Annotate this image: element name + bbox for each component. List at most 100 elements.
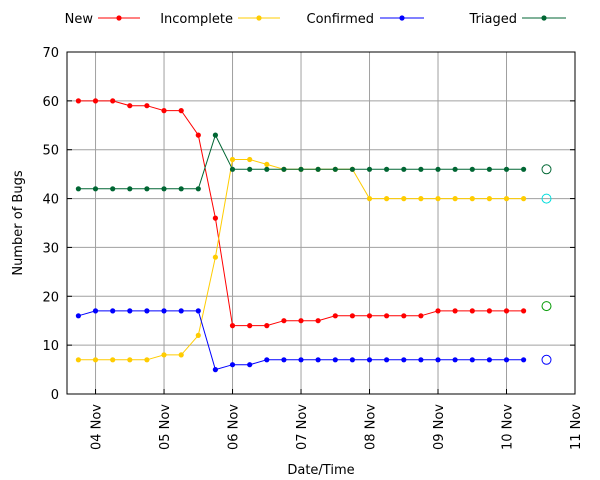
data-point: [298, 166, 304, 172]
data-point: [469, 166, 475, 172]
data-point: [435, 357, 441, 363]
data-point: [384, 166, 390, 172]
data-point: [264, 161, 270, 167]
data-point: [401, 313, 407, 319]
data-point: [349, 357, 355, 363]
data-point: [75, 98, 81, 104]
data-point: [452, 166, 458, 172]
series-layer: [75, 98, 527, 373]
data-point: [298, 318, 304, 324]
data-point: [401, 196, 407, 202]
data-point: [521, 357, 527, 363]
data-point: [435, 166, 441, 172]
data-point: [298, 357, 304, 363]
data-point: [384, 313, 390, 319]
data-point: [247, 362, 253, 368]
data-point: [384, 357, 390, 363]
data-point: [212, 132, 218, 138]
data-point: [195, 132, 201, 138]
data-point: [247, 156, 253, 163]
grid: [67, 52, 576, 394]
data-point: [161, 308, 167, 314]
data-point: [469, 308, 475, 314]
y-tick-label: 10: [42, 339, 59, 354]
data-point: [452, 308, 458, 314]
data-point: [161, 108, 167, 114]
data-point: [178, 186, 184, 192]
y-tick-label: 70: [42, 46, 59, 61]
data-point: [486, 196, 492, 202]
end-markers: [541, 164, 552, 365]
data-point: [486, 357, 492, 363]
data-point: [418, 196, 424, 202]
x-tick-label: 06 Nov: [227, 404, 242, 450]
y-axis-label: Number of Bugs: [11, 170, 26, 275]
data-point: [435, 308, 441, 314]
data-point: [195, 186, 201, 192]
legend: New Incomplete Confirmed Triaged: [65, 12, 566, 27]
data-point: [521, 308, 527, 314]
data-point: [110, 308, 116, 314]
legend-swatch-marker: [116, 15, 122, 21]
data-point: [486, 308, 492, 314]
data-point: [332, 357, 338, 363]
x-tick-label: 04 Nov: [90, 404, 105, 450]
data-point: [281, 166, 287, 172]
data-point: [144, 103, 150, 109]
data-point: [229, 166, 236, 172]
data-point: [503, 308, 510, 314]
legend-swatch-marker: [256, 15, 262, 21]
axes: 0 10 20 30 40 50 60 70 04 Nov 05 Nov 06 Nov 07 Nov 0…: [42, 46, 584, 450]
legend-item-confirmed: Confirmed: [307, 12, 424, 27]
data-point: [75, 357, 81, 363]
end-marker: [541, 354, 552, 365]
data-point: [503, 166, 510, 172]
data-point: [144, 308, 150, 314]
data-point: [332, 313, 338, 319]
data-point: [315, 166, 321, 172]
data-point: [247, 323, 253, 329]
data-point: [127, 357, 133, 363]
data-point: [212, 367, 218, 373]
data-point: [212, 254, 218, 260]
legend-swatch-marker: [541, 15, 547, 21]
data-point: [247, 166, 253, 172]
data-point: [127, 186, 133, 192]
data-point: [161, 186, 167, 192]
data-point: [92, 357, 99, 363]
data-point: [264, 323, 270, 329]
data-point: [469, 357, 475, 363]
legend-item-new: New: [65, 12, 140, 27]
data-point: [469, 196, 475, 202]
data-point: [521, 196, 527, 202]
data-point: [503, 357, 510, 363]
data-point: [75, 313, 81, 319]
data-point: [127, 308, 133, 314]
legend-label: New: [65, 12, 94, 27]
data-point: [349, 166, 355, 172]
data-point: [366, 313, 373, 319]
y-tick-label: 60: [42, 95, 59, 110]
data-point: [178, 108, 184, 114]
data-point: [503, 196, 510, 202]
data-point: [92, 308, 99, 314]
data-point: [75, 186, 81, 192]
data-point: [401, 357, 407, 363]
data-point: [384, 196, 390, 202]
data-point: [92, 98, 99, 104]
data-point: [127, 103, 133, 109]
y-tick-label: 20: [42, 290, 59, 305]
data-point: [229, 323, 236, 329]
series-triaged: [75, 132, 527, 192]
data-point: [332, 166, 338, 172]
data-point: [264, 357, 270, 363]
legend-swatch-marker: [399, 15, 405, 21]
data-point: [366, 357, 373, 363]
data-point: [418, 357, 424, 363]
data-point: [435, 196, 441, 202]
data-point: [366, 166, 373, 172]
data-point: [521, 166, 527, 172]
x-tick-label: 09 Nov: [432, 404, 447, 450]
y-tick-label: 40: [42, 193, 59, 208]
